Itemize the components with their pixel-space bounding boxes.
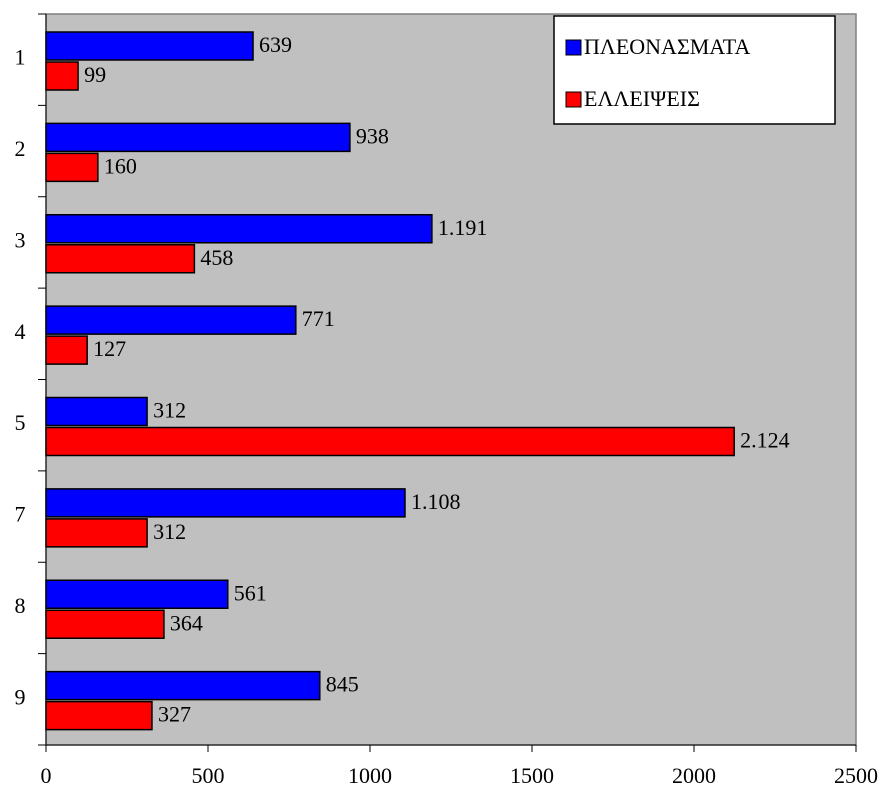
y-tick-label: 9 <box>15 684 26 709</box>
data-label: 160 <box>104 153 137 178</box>
x-tick-label: 2000 <box>672 763 716 788</box>
data-label: 561 <box>234 580 267 605</box>
y-tick-label: 5 <box>15 410 26 435</box>
y-tick-label: 2 <box>15 136 26 161</box>
data-label: 771 <box>302 306 335 331</box>
legend-label: ΠΛΕΟΝΑΣΜΑΤΑ <box>584 34 750 59</box>
data-label: 127 <box>93 336 126 361</box>
y-tick-label: 3 <box>15 227 26 252</box>
data-label: 1.108 <box>411 489 461 514</box>
legend-swatch <box>565 39 582 56</box>
bar <box>45 61 79 91</box>
data-label: 845 <box>326 672 359 697</box>
bar <box>45 579 229 609</box>
bar <box>45 214 433 244</box>
data-label: 938 <box>356 123 389 148</box>
data-label: 458 <box>200 245 233 270</box>
legend <box>553 15 836 125</box>
bar <box>45 609 165 639</box>
bar <box>45 518 148 548</box>
data-label: 364 <box>170 610 203 635</box>
bar <box>45 335 88 365</box>
x-tick-label: 1500 <box>510 763 554 788</box>
bar <box>45 396 148 427</box>
data-label: 99 <box>84 62 106 87</box>
data-label: 312 <box>153 398 186 423</box>
data-label: 1.191 <box>438 215 488 240</box>
data-label: 2.124 <box>740 428 790 453</box>
x-tick-label: 1000 <box>348 763 392 788</box>
data-label: 639 <box>259 32 292 57</box>
bar <box>45 488 406 518</box>
legend-label: ΕΛΛΕΙΨΕΙΣ <box>584 86 700 111</box>
bar <box>45 31 254 61</box>
bar <box>45 700 153 731</box>
y-tick-label: 4 <box>15 319 26 344</box>
y-tick-label: 8 <box>15 593 26 618</box>
x-tick-label: 2500 <box>834 763 878 788</box>
x-tick-label: 0 <box>41 763 52 788</box>
data-label: 327 <box>158 702 191 727</box>
x-tick-label: 500 <box>192 763 225 788</box>
bar <box>45 152 99 183</box>
data-label: 312 <box>153 519 186 544</box>
bar <box>45 122 351 153</box>
legend-swatch <box>565 91 582 108</box>
bar <box>45 244 196 274</box>
bar <box>45 426 735 457</box>
y-tick-label: 1 <box>15 45 26 70</box>
y-tick-label: 7 <box>15 502 26 527</box>
bar <box>45 670 321 701</box>
bar <box>45 305 297 335</box>
